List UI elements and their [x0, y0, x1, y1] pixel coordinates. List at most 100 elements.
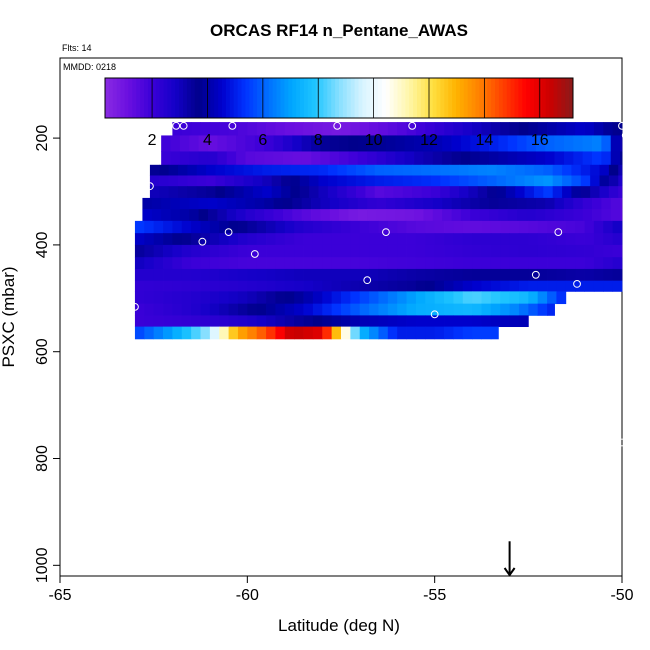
heatmap-cell: [509, 268, 520, 282]
heatmap-cell: [329, 209, 340, 222]
heatmap-cell: [179, 135, 190, 152]
heatmap-cell: [505, 186, 516, 199]
heatmap-cell: [425, 315, 436, 328]
heatmap-cell: [322, 257, 333, 270]
heatmap-cell: [187, 164, 198, 176]
heatmap-cell: [462, 291, 473, 305]
heatmap-cell: [425, 233, 436, 246]
heatmap-cell: [385, 197, 396, 210]
heatmap-cell: [303, 244, 314, 258]
colorbar-swatch: [335, 78, 340, 118]
heatmap-cell: [369, 233, 379, 246]
y-tick-label: 600: [34, 338, 51, 365]
heatmap-cell: [369, 326, 379, 340]
heatmap-cell: [365, 164, 376, 176]
heatmap-cell: [200, 257, 211, 270]
heatmap-cell: [509, 315, 520, 328]
colorbar-swatch: [534, 78, 539, 118]
heatmap-cell: [284, 268, 295, 282]
heatmap-cell: [215, 175, 226, 187]
heatmap-cell: [453, 244, 464, 258]
heatmap-cell: [421, 175, 432, 187]
colorbar-swatch: [389, 78, 395, 118]
heatmap-cell: [378, 268, 389, 282]
heatmap-cell: [573, 209, 584, 222]
heatmap-cell: [311, 135, 321, 152]
heatmap-cell: [608, 175, 619, 187]
colorbar-swatch: [233, 78, 239, 118]
heatmap-cell: [309, 164, 319, 176]
heatmap-cell: [281, 175, 291, 187]
heatmap-cell: [153, 303, 164, 316]
heatmap-cell: [312, 220, 323, 234]
heatmap-cell: [219, 268, 229, 282]
heatmap-cell: [592, 209, 602, 222]
heatmap-cell: [453, 326, 464, 340]
heatmap-cell: [412, 186, 422, 199]
heatmap-cell: [524, 164, 535, 176]
heatmap-cell: [472, 326, 482, 340]
heatmap-cell: [312, 326, 323, 340]
heatmap-cell: [273, 151, 284, 166]
heatmap-cell: [292, 209, 303, 222]
heatmap-cell: [524, 186, 535, 199]
heatmap-cell: [172, 291, 183, 305]
heatmap-cell: [387, 315, 398, 328]
heatmap-cell: [163, 220, 173, 234]
heatmap-cell: [575, 268, 585, 282]
colorbar-swatch: [549, 78, 554, 118]
colorbar-swatch: [163, 78, 168, 118]
y-axis: 200 400 600 800 1000: [34, 125, 60, 583]
heatmap-cell: [599, 164, 610, 176]
heatmap-cell: [357, 151, 368, 166]
heatmap-cell: [369, 303, 379, 316]
heatmap-cell: [612, 268, 623, 282]
heatmap-cell: [573, 151, 584, 166]
heatmap-cell: [181, 244, 192, 258]
heatmap-cell: [500, 244, 510, 258]
heatmap-cell: [571, 164, 582, 176]
heatmap-cell: [367, 135, 377, 152]
colorbar-swatch: [214, 78, 219, 118]
heatmap-cell: [434, 244, 445, 258]
heatmap-cell: [610, 135, 621, 152]
colorbar-swatch: [237, 78, 242, 118]
heatmap-cell: [181, 257, 192, 270]
heatmap-cell: [477, 175, 488, 187]
heatmap-cell: [556, 268, 567, 282]
heatmap-cell: [423, 197, 434, 210]
heatmap-cell: [453, 233, 464, 246]
heatmap-cell: [537, 244, 548, 258]
heatmap-cell: [256, 291, 267, 305]
heatmap-cell: [262, 164, 273, 176]
heatmap-cell: [337, 186, 348, 199]
heatmap-cell: [575, 122, 585, 136]
colorbar-swatch: [405, 78, 410, 118]
heatmap-cell: [535, 209, 546, 222]
sample-point: [610, 358, 619, 367]
heatmap-cell: [284, 326, 295, 340]
heatmap-cell: [434, 291, 445, 305]
heatmap-cell: [434, 315, 445, 328]
heatmap-cell: [547, 257, 557, 270]
heatmap-cell: [266, 244, 276, 258]
heatmap-cell: [172, 303, 183, 316]
heatmap-cell: [245, 135, 256, 152]
heatmap-cell: [237, 326, 248, 340]
colorbar-swatch: [378, 78, 383, 118]
heatmap-cell: [500, 315, 510, 328]
heatmap-cell: [339, 209, 349, 222]
heatmap-cell: [517, 197, 527, 210]
heatmap-cell: [191, 303, 201, 316]
heatmap-cell: [395, 197, 406, 210]
heatmap-cell: [537, 303, 548, 316]
heatmap-cell: [378, 315, 389, 328]
heatmap-cell: [620, 151, 623, 166]
heatmap-cell: [365, 175, 376, 187]
heatmap-cell: [256, 268, 267, 282]
colorbar-swatch: [159, 78, 164, 118]
sample-point: [382, 228, 390, 236]
heatmap-cell: [584, 268, 595, 282]
heatmap-cell: [440, 175, 451, 187]
heatmap-cell: [397, 280, 407, 292]
